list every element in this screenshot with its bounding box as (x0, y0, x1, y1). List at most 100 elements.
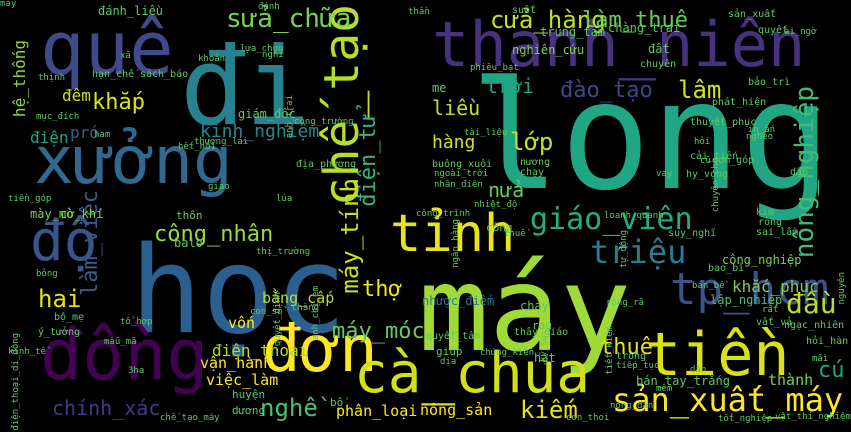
word-cloud-word: kiếm (520, 396, 578, 424)
word-cloud-word: khắc_phục (732, 277, 819, 296)
word-cloud-word: công_trường (294, 117, 354, 127)
word-cloud-word: tự_động (619, 230, 629, 268)
word-cloud-word: đánh (258, 2, 280, 12)
word-cloud-word: hỏi (694, 137, 711, 147)
word-cloud-word: buông_xuôi (432, 159, 493, 170)
word-cloud-word: nương (520, 157, 551, 168)
word-cloud-word: vốn (228, 314, 256, 332)
word-cloud-word: cũ (700, 156, 711, 166)
word-cloud-word: độ (30, 209, 98, 274)
word-cloud-word: xưởng (34, 122, 233, 199)
word-cloud-word: nghèo (746, 132, 774, 142)
word-cloud-word: bán_tay_trắng (636, 374, 730, 388)
word-cloud-word: thôn (176, 209, 203, 222)
word-cloud-word: mày_mò (30, 207, 74, 221)
word-cloud-word: vận_hành (200, 354, 273, 372)
word-cloud-word: thuyết_phục (690, 117, 757, 128)
word-cloud-word: balo (174, 236, 203, 250)
word-cloud-word: sách_báo (140, 69, 189, 80)
word-cloud-word: lâm (678, 76, 722, 104)
word-cloud-word: nhược_điểm (422, 294, 495, 308)
word-cloud-word: bộ_mẹ (54, 312, 85, 323)
word-cloud-word: dương (232, 404, 266, 417)
word-cloud-word: tổ_hợp (120, 317, 153, 327)
word-cloud-word: hai (38, 285, 82, 313)
word-cloud-word: hạt (534, 351, 556, 365)
word-cloud-word: rồng (758, 217, 783, 228)
word-cloud-word: khoản (198, 54, 226, 64)
word-cloud-word: nông_sản (420, 401, 493, 419)
word-cloud-word: nhân_điên (434, 180, 483, 190)
word-cloud-word: bao_bì (708, 263, 745, 274)
word-cloud-word: nông_dân (610, 401, 654, 411)
word-cloud-word: pró (70, 123, 99, 142)
word-cloud-word: sai_lầm (756, 227, 799, 238)
word-cloud-word: in_ấn (748, 125, 776, 135)
word-cloud-word: bỏng (36, 269, 58, 279)
word-cloud-word: long (470, 50, 832, 224)
word-cloud-word: phiêu_bạt (470, 63, 519, 73)
word-cloud-word: nửa (488, 178, 525, 202)
word-cloud-word: điện (30, 128, 69, 147)
word-cloud-word: hạn_chế (92, 69, 135, 80)
word-cloud-word: chàng_trai (608, 21, 681, 35)
word-cloud-word: con_thoi (566, 413, 610, 423)
word-cloud-word: anh_chị_em (311, 286, 321, 341)
word-cloud-word: học (130, 222, 347, 361)
word-cloud-word: giao (208, 182, 230, 192)
word-cloud-word: trung_tâm (540, 25, 606, 39)
word-cloud-word: tiết_kiệm (605, 326, 615, 375)
word-cloud-word: tiền (645, 320, 790, 390)
word-cloud-word: quê (40, 6, 174, 92)
word-cloud-word: chế_tạo_máy (160, 413, 220, 423)
word-cloud-word: bố (330, 396, 344, 409)
word-cloud-word: thành (768, 371, 814, 389)
word-cloud-word: mềm (656, 384, 673, 394)
word-cloud-word: công (486, 221, 513, 234)
word-cloud-word: tiếp_tục (616, 361, 660, 371)
word-cloud-word: kỹ_sư (539, 335, 549, 363)
word-cloud-word: dặn (690, 365, 707, 375)
word-cloud-word: mãi (812, 354, 829, 364)
word-cloud-word: việc_làm (206, 371, 279, 389)
word-cloud-word: máy (418, 240, 632, 378)
word-cloud-word: dập (790, 167, 809, 178)
word-cloud-word: triệu (590, 233, 687, 271)
word-cloud-word: công_trình (416, 209, 471, 219)
word-cloud-word: đánh_liều (98, 4, 164, 18)
word-cloud-word: cà_chua (354, 341, 591, 406)
word-cloud-word: thuê (600, 335, 653, 360)
word-cloud-word: suốt (512, 5, 537, 16)
word-cloud-word: giám_đốc (238, 107, 296, 121)
word-cloud-word: chuyên_cho (711, 158, 721, 213)
word-cloud-word: quyết_tâm (426, 331, 481, 342)
word-cloud-word: ý_tưởng (38, 327, 81, 338)
word-cloud-word: nghỉ (262, 50, 284, 60)
word-cloud-word: đi (180, 25, 311, 150)
word-cloud-word: thuế (504, 229, 526, 239)
word-cloud-word: phân_loại (336, 402, 418, 420)
word-cloud-word: 3ha (128, 366, 145, 376)
word-cloud-word: đất (648, 42, 670, 56)
word-cloud-word: địa_phương (296, 159, 357, 170)
word-cloud-word: đào_tạo (560, 78, 653, 103)
word-cloud-word: lớp (510, 128, 554, 156)
word-cloud-word: thương_lái (194, 137, 249, 147)
word-cloud-word: điện_tử (356, 114, 381, 207)
word-cloud-word: suy_nghĩ (668, 228, 717, 239)
word-cloud-word: lập_nghiệp (710, 293, 783, 307)
word-cloud-word: kinh_tế (8, 347, 46, 357)
word-cloud-word: mẫu_mã (104, 337, 137, 347)
word-cloud-word: máy (0, 0, 17, 9)
word-cloud-word: tài_liệu (464, 128, 508, 138)
word-cloud-word: lúa (276, 194, 293, 204)
word-cloud-word: điện_thoại (212, 341, 309, 360)
word-cloud-word: làm_thuê (582, 8, 688, 33)
word-cloud-word: cờ_khí (60, 207, 104, 221)
word-cloud-word: làm_việc (78, 190, 103, 296)
word-cloud-word: rau (532, 319, 552, 332)
word-cloud-word: phát_hiện (712, 97, 767, 108)
word-cloud-word: nghề (260, 394, 318, 422)
word-cloud-word: kinh_nghiệm (200, 121, 320, 142)
